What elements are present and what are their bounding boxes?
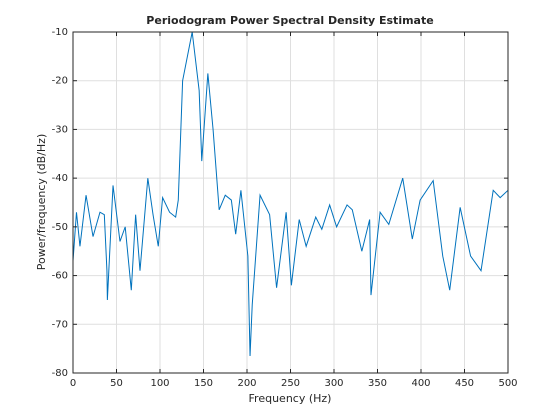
y-tick-label: -80 (52, 368, 68, 379)
data-line (72, 31, 509, 356)
y-tick-label: -40 (52, 173, 68, 184)
y-tick-label: -10 (52, 27, 68, 38)
x-tick-label: 300 (324, 378, 343, 389)
y-tick-label: -70 (52, 319, 68, 330)
x-tick-label: 100 (150, 378, 169, 389)
x-tick-label: 500 (498, 378, 517, 389)
y-tick-label: -30 (52, 124, 68, 135)
x-tick-label: 150 (194, 378, 213, 389)
x-tick-label: 450 (455, 378, 474, 389)
x-tick-label: 250 (281, 378, 300, 389)
x-tick-label: 350 (368, 378, 387, 389)
chart-title: Periodogram Power Spectral Density Estim… (146, 14, 433, 27)
x-tick-label: 50 (110, 378, 123, 389)
x-axis-label: Frequency (Hz) (249, 392, 332, 405)
y-tick-label: -60 (52, 271, 68, 282)
x-tick-label: 0 (70, 378, 76, 389)
y-tick-label: -20 (52, 76, 68, 87)
x-tick-label: 200 (237, 378, 256, 389)
y-axis-label: Power/frequency (dB/Hz) (35, 134, 48, 271)
y-tick-label: -50 (52, 222, 68, 233)
x-tick-label: 400 (411, 378, 430, 389)
